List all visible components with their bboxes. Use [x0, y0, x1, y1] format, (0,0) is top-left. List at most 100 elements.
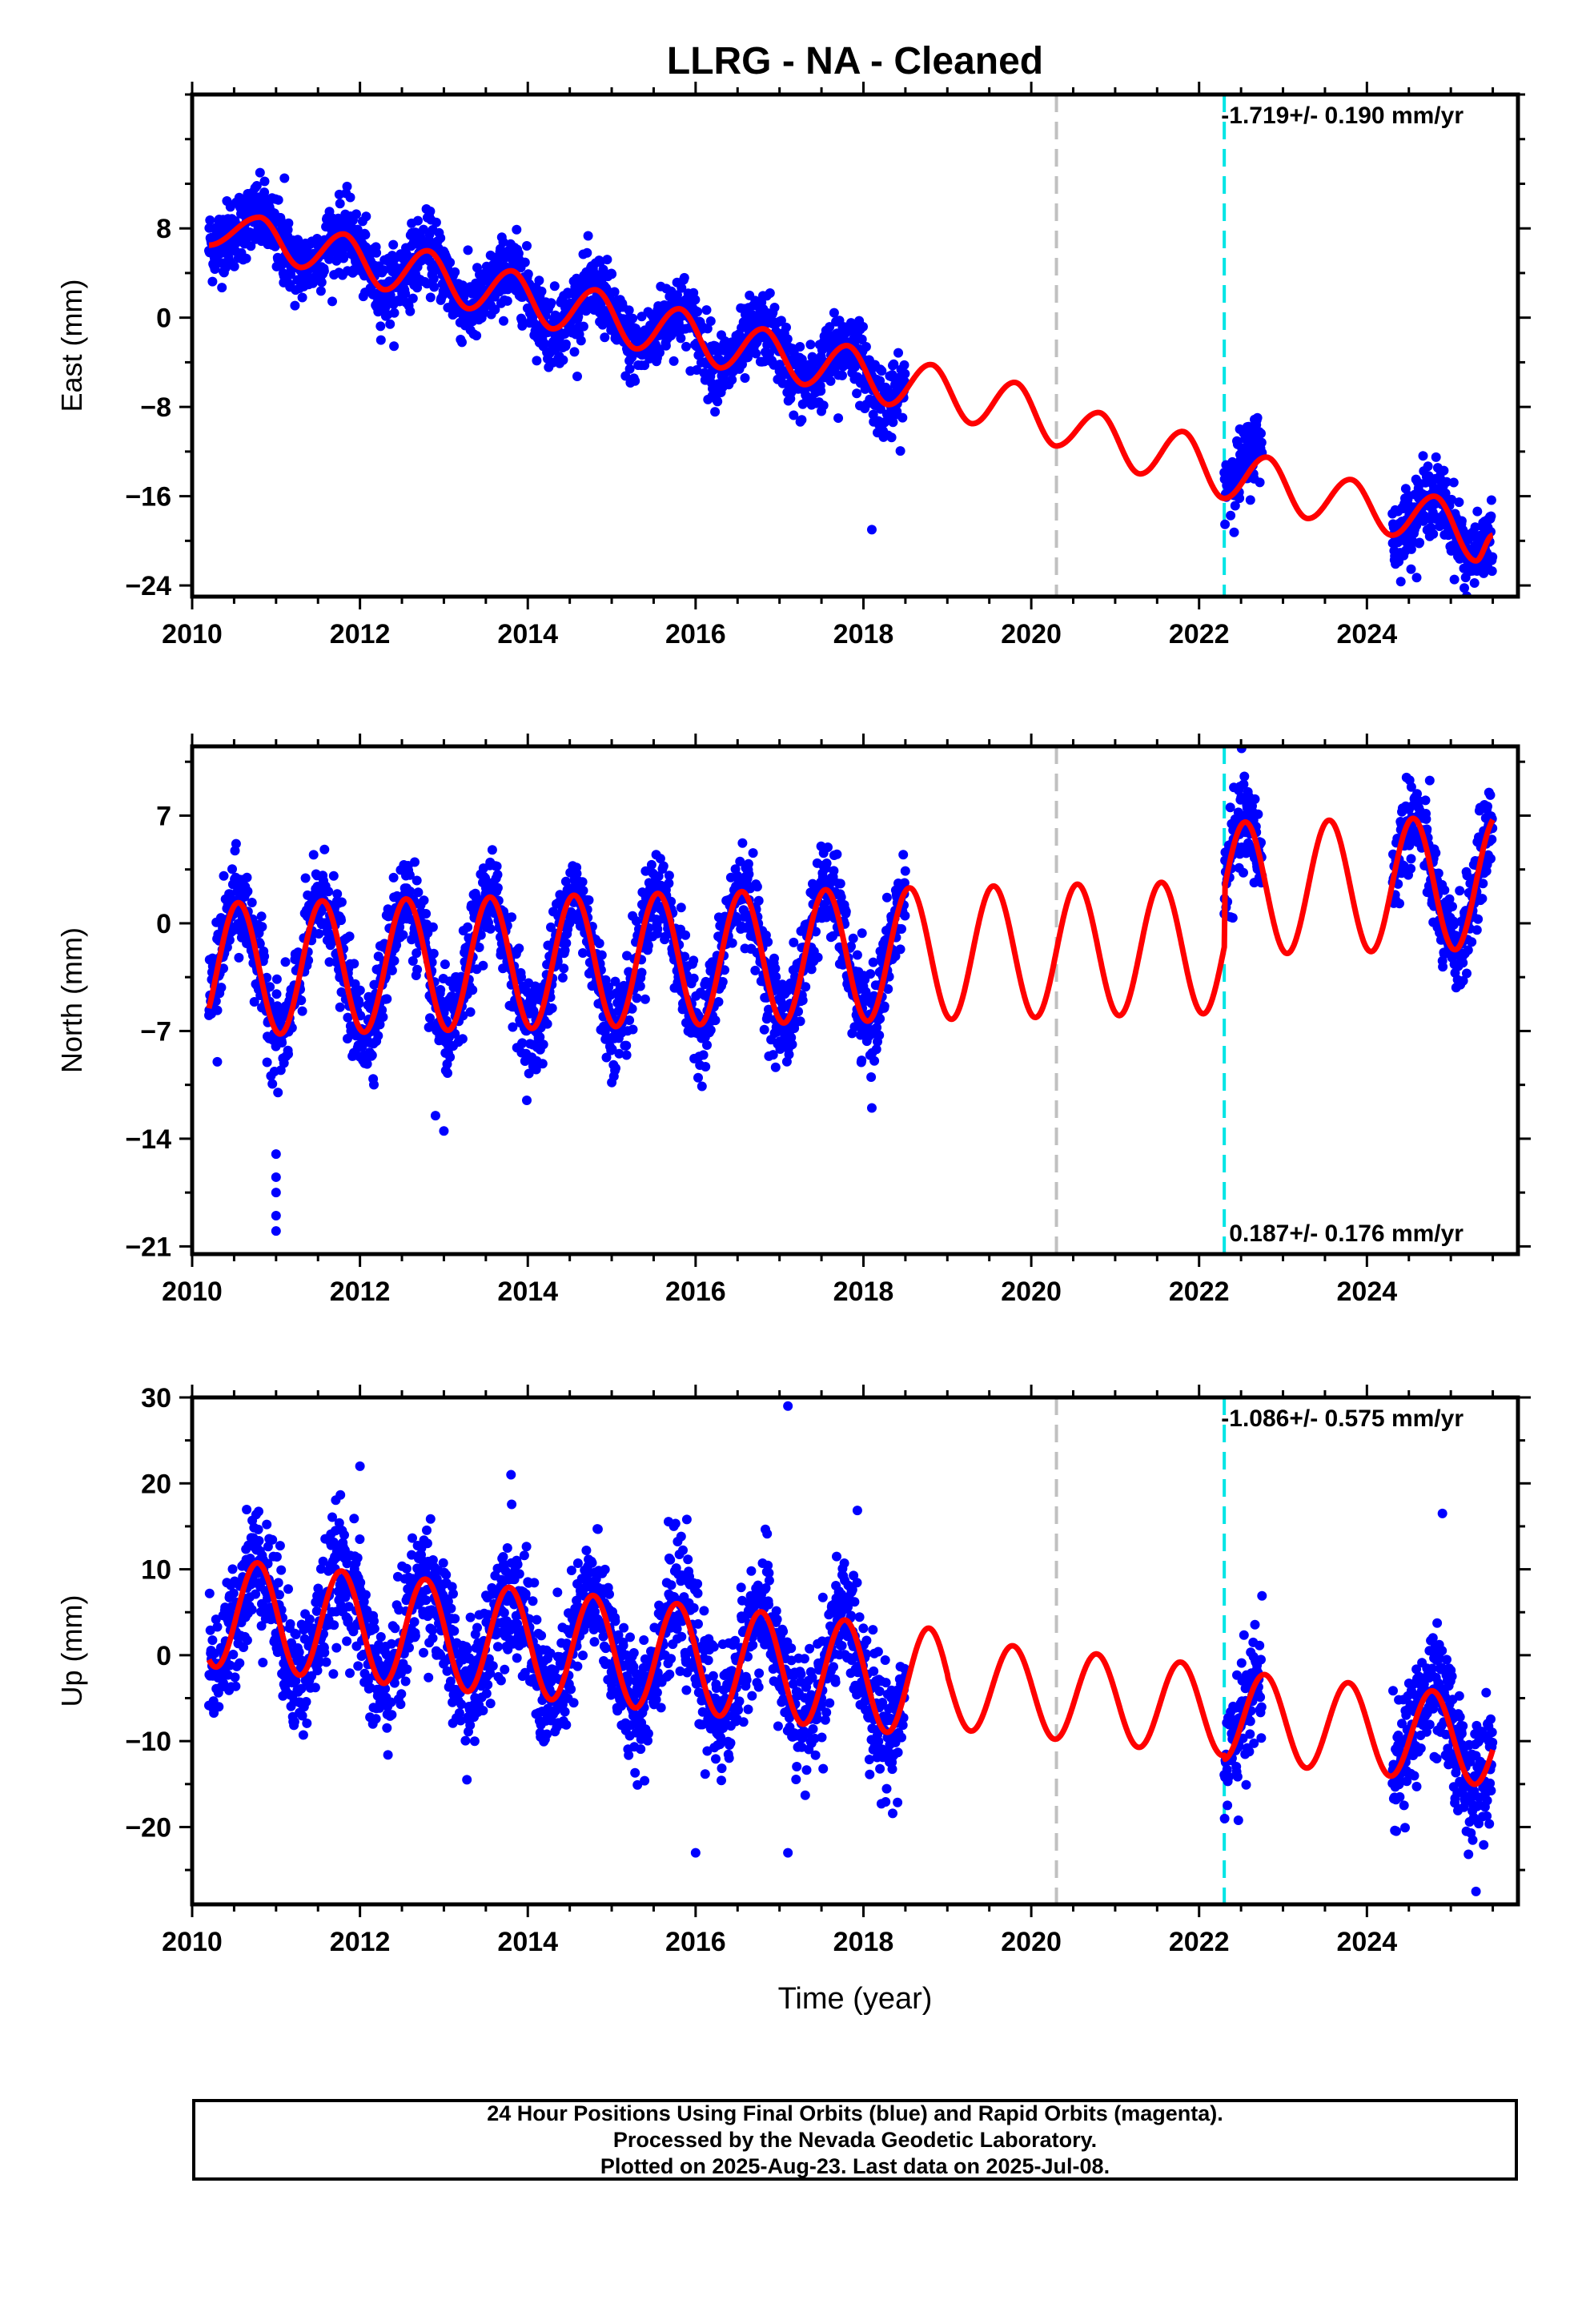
data-point [499, 316, 508, 326]
data-point [440, 959, 450, 970]
data-point [207, 276, 218, 287]
data-point [1395, 899, 1404, 909]
data-point [852, 388, 862, 399]
data-point [874, 1030, 885, 1040]
data-point [611, 1063, 620, 1073]
data-point [892, 406, 902, 416]
data-point [388, 872, 399, 883]
y-axis-label: North (mm) [55, 927, 88, 1073]
data-point [242, 872, 252, 883]
x-tick-label: 2018 [833, 619, 894, 649]
data-point [765, 288, 775, 298]
y-tick-label: 8 [156, 214, 171, 244]
data-points [204, 746, 1498, 1236]
data-point [546, 298, 556, 308]
data-point [598, 318, 608, 328]
data-point [829, 308, 839, 318]
data-point [536, 286, 547, 296]
x-tick-label: 2010 [162, 1277, 223, 1307]
data-point [1478, 879, 1488, 889]
x-tick-label: 2024 [1337, 619, 1398, 649]
data-point [621, 1050, 632, 1060]
data-point [354, 999, 364, 1009]
data-point [1460, 583, 1469, 593]
data-point [1421, 814, 1431, 824]
x-tick-label: 2014 [497, 619, 558, 649]
data-point-outlier [271, 1172, 281, 1182]
data-point [1250, 794, 1260, 804]
data-point [361, 211, 371, 222]
data-point [1227, 913, 1238, 923]
data-point [485, 923, 496, 934]
data-point [369, 1080, 379, 1090]
y-tick-label: −24 [125, 571, 171, 601]
data-point [697, 1081, 707, 1092]
data-point [255, 167, 265, 178]
data-point [514, 943, 524, 954]
data-point [693, 1072, 703, 1083]
data-point [400, 288, 411, 299]
data-point [382, 994, 392, 1004]
x-tick-label: 2012 [330, 619, 391, 649]
data-point [797, 415, 807, 425]
data-point [1472, 506, 1483, 517]
data-point-outlier [430, 1111, 440, 1121]
data-point [412, 964, 423, 975]
x-tick-label: 2022 [1169, 1277, 1230, 1307]
data-point [676, 333, 686, 344]
data-point [658, 861, 669, 871]
data-point [379, 265, 389, 275]
panel-up: 2010 2012 2014 2016 2018 2020 2022 20243020100−… [55, 1383, 1531, 2016]
data-point [428, 948, 439, 959]
panel-east: 2010 2012 2014 2016 2018 2020 2022 202480−8−16−… [55, 82, 1531, 649]
data-point [1255, 477, 1265, 488]
data-point [492, 861, 502, 871]
data-point [900, 911, 910, 921]
x-tick-label: 2020 [1001, 619, 1062, 649]
rate-annotation: -1.719+/- 0.190 mm/yr [1221, 103, 1464, 129]
data-point [277, 1038, 287, 1047]
data-point [693, 307, 703, 317]
data-point [679, 272, 689, 283]
data-point [522, 1096, 532, 1105]
data-point [243, 887, 253, 896]
data-point [229, 261, 239, 271]
data-point [1454, 497, 1464, 508]
data-point [578, 321, 588, 332]
data-point [205, 215, 215, 225]
data-point [1411, 573, 1422, 583]
data-point [702, 1040, 712, 1050]
data-point [323, 887, 334, 897]
data-point [259, 951, 270, 962]
x-tick-label: 2020 [1001, 1277, 1062, 1307]
data-point [204, 1588, 215, 1598]
data-point [584, 895, 594, 905]
data-point [841, 907, 851, 917]
data-point [759, 1024, 769, 1035]
data-point [857, 334, 867, 344]
data-point [1456, 516, 1467, 526]
x-tick-label: 2018 [833, 1277, 894, 1307]
data-point [1226, 510, 1236, 521]
data-point [398, 930, 408, 940]
data-point [539, 338, 549, 348]
data-point [255, 939, 265, 949]
data-point [857, 928, 867, 939]
data-point [899, 360, 909, 370]
data-point [676, 903, 686, 913]
data-point [335, 1002, 345, 1012]
data-point [339, 253, 349, 263]
data-point [324, 957, 335, 967]
data-point [753, 895, 764, 906]
data-point [534, 275, 544, 286]
data-point [1467, 937, 1477, 947]
y-tick-label: −7 [140, 1016, 171, 1047]
data-point [522, 241, 532, 251]
data-point [1406, 564, 1416, 574]
data-point [1423, 461, 1433, 472]
data-point [784, 1049, 794, 1059]
data-point [502, 296, 512, 306]
data-point [498, 237, 508, 247]
data-point [1473, 914, 1484, 924]
data-point [224, 935, 235, 945]
